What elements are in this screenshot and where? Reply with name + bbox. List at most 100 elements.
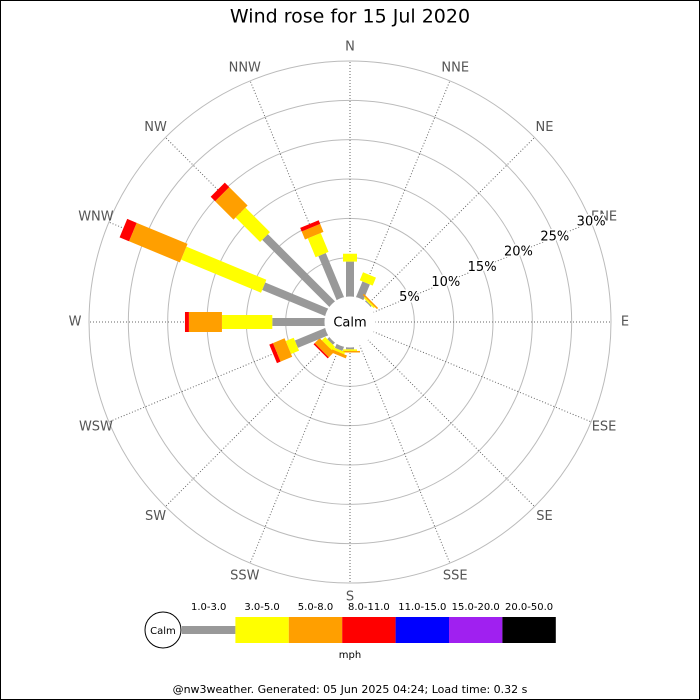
direction-arm (340, 347, 360, 353)
bar-segment (235, 207, 270, 242)
bar-segment (307, 232, 329, 258)
calm-circle (324, 296, 376, 348)
grid-ring (127, 99, 573, 545)
bar-segment (343, 253, 357, 262)
legend-swatch (502, 617, 556, 643)
bar-segment (363, 297, 375, 309)
spoke (367, 137, 535, 305)
bar-segment (318, 253, 345, 301)
bar-segment (215, 187, 248, 220)
legend-label: 15.0-20.0 (452, 602, 500, 613)
bar-segment (334, 343, 345, 351)
legend-label: 8.0-11.0 (348, 602, 390, 613)
legend-label: 20.0-50.0 (505, 602, 553, 613)
bar-segment (188, 312, 222, 332)
bar-segment (300, 220, 321, 232)
bar-segment (327, 336, 336, 345)
direction-label: NNE (441, 60, 469, 75)
bar-segment (355, 281, 370, 301)
bar-segment (362, 293, 379, 310)
grid-ring (88, 60, 612, 584)
direction-label: W (69, 315, 82, 330)
grid-ring (167, 139, 533, 505)
direction-arm (327, 343, 347, 359)
bar-segment (321, 336, 336, 351)
direction-label: NNW (229, 60, 261, 75)
footer: @nw3weather. Generated: 05 Jun 2025 04:2… (173, 683, 528, 696)
legend-swatch (342, 617, 396, 643)
unit-label: mph (339, 650, 361, 661)
r-tick-label: 15% (468, 260, 497, 275)
chart-title: Wind rose for 15 Jul 2020 (230, 6, 470, 28)
bar-segment (314, 338, 334, 358)
bar-segment (272, 338, 293, 362)
bar-segment (301, 223, 324, 240)
r-tick-label: 20% (504, 245, 533, 260)
spoke (367, 339, 535, 507)
legend-swatch (182, 626, 236, 634)
r-tick-label: 5% (399, 290, 420, 305)
legend-label: 5.0-8.0 (298, 602, 333, 613)
bar-segment (221, 315, 273, 329)
bar-segment (262, 282, 329, 317)
spoke (359, 344, 451, 564)
bar-segment (262, 234, 336, 308)
direction-arm (119, 218, 329, 317)
direction-label: SE (536, 509, 552, 524)
bar-segment (340, 350, 360, 353)
direction-label: N (345, 40, 355, 55)
legend-swatch (288, 617, 343, 643)
bar-segment (364, 300, 372, 308)
legend-label: 1.0-3.0 (191, 602, 226, 613)
direction-label: WSW (79, 420, 113, 435)
direction-arm (300, 220, 345, 301)
legend-label: 3.0-5.0 (244, 602, 279, 613)
direction-arm (313, 336, 336, 359)
bar-segment (129, 222, 188, 263)
direction-label: NE (535, 120, 553, 135)
spoke (372, 221, 592, 313)
bar-segment (294, 327, 329, 348)
bar-segment (346, 347, 354, 350)
spoke (249, 344, 341, 564)
direction-arm (355, 272, 376, 301)
direction-label: SW (145, 509, 166, 524)
direction-arm (362, 293, 379, 310)
legend-label: 11.0-15.0 (398, 602, 446, 613)
direction-label: ESE (592, 420, 617, 435)
direction-label: ENE (591, 209, 617, 224)
bar-segment (327, 347, 347, 359)
legend-calm-label: Calm (150, 626, 176, 637)
legend-swatch (235, 617, 289, 643)
direction-label: E (621, 315, 629, 330)
direction-label: WNW (78, 209, 114, 224)
direction-arm (343, 253, 357, 297)
legend-calm (144, 611, 182, 649)
direction-label: NW (144, 120, 167, 135)
spoke (359, 80, 451, 300)
r-tick-label: 25% (540, 230, 569, 245)
direction-arm (269, 327, 329, 364)
calm-label: Calm (333, 316, 366, 331)
bar-segment (184, 312, 189, 332)
bar-segment (359, 272, 376, 286)
r-tick-label: 10% (431, 275, 460, 290)
spoke (165, 339, 333, 507)
bar-segment (181, 246, 267, 293)
bar-segment (346, 261, 354, 297)
bar-segment (210, 182, 230, 202)
legend-swatch (395, 617, 449, 643)
direction-label: SSE (443, 569, 468, 584)
r-tick-label: 30% (577, 215, 606, 230)
bar-segment (285, 337, 300, 354)
direction-arm (184, 312, 325, 332)
direction-label: S (346, 590, 354, 605)
direction-label: SSW (230, 569, 260, 584)
direction-arm (210, 182, 336, 308)
bar-segment (119, 218, 137, 242)
bar-segment (331, 346, 346, 355)
bar-segment (313, 343, 329, 359)
bar-segment (272, 318, 325, 326)
bar-segment (269, 343, 281, 364)
